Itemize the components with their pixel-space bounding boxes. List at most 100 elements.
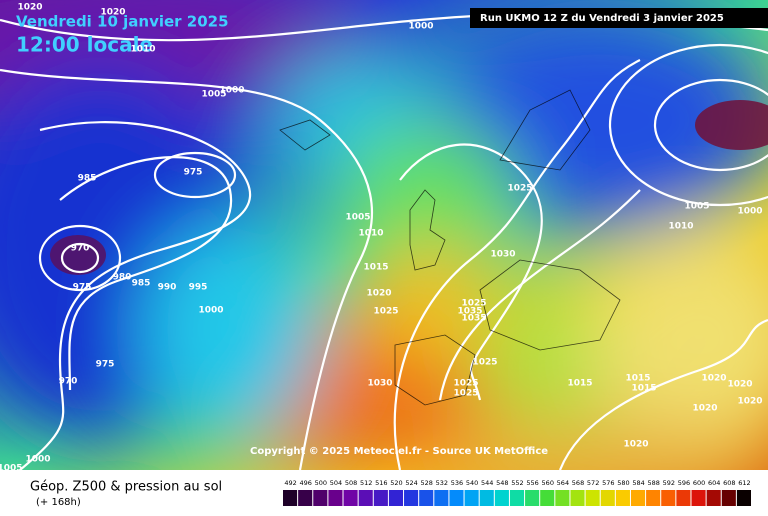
isobar-label: 975	[184, 168, 203, 178]
scale-label: 608	[723, 479, 735, 487]
isobar-label: 1025	[453, 389, 478, 399]
scale-swatch	[661, 490, 676, 506]
scale-label: 592	[663, 479, 675, 487]
isobar-label: 1020	[100, 8, 125, 18]
scale-label: 496	[299, 479, 311, 487]
scale-label: 568	[572, 479, 584, 487]
isobar-label: 970	[59, 377, 78, 387]
run-info: Run UKMO 12 Z du Vendredi 3 janvier 2025	[480, 13, 724, 24]
isobar-label: 1030	[367, 379, 392, 389]
isobar-label: 1000	[408, 22, 433, 32]
isobar-label: 1010	[668, 222, 693, 232]
isobar-label: 985	[78, 174, 97, 184]
scale-label: 584	[632, 479, 644, 487]
scale-label: 604	[708, 479, 720, 487]
isobar-label: 1020	[366, 289, 391, 299]
scale-swatch	[525, 490, 540, 506]
scale-label: 544	[481, 479, 493, 487]
isobar-label: 1025	[507, 184, 532, 194]
scale-swatch	[449, 490, 464, 506]
scale-label: 564	[557, 479, 569, 487]
isobar-label: 1010	[358, 229, 383, 239]
isobar-label: 975	[73, 283, 92, 293]
scale-label: 588	[647, 479, 659, 487]
scale-swatch	[343, 490, 358, 506]
isobar-label: 1020	[623, 440, 648, 450]
scale-swatch	[509, 490, 525, 506]
isobar-label: 1005	[345, 213, 370, 223]
scale-label: 572	[587, 479, 599, 487]
isobar-label: 975	[96, 360, 115, 370]
scale-label: 552	[511, 479, 523, 487]
scale-label: 516	[375, 479, 387, 487]
coastlines	[279, 89, 621, 406]
scale-swatch	[419, 490, 434, 506]
isobar-label: 1015	[625, 374, 650, 384]
isobar-label: 1020	[701, 374, 726, 384]
scale-swatch	[479, 490, 494, 506]
scale-swatch	[676, 490, 691, 506]
color-scale: 492 496 500 504 508 512 516 520 524 528 532 536 540 5…	[283, 479, 751, 506]
isobar-label: 1025	[461, 299, 486, 309]
scale-label: 548	[496, 479, 508, 487]
scale-swatch	[328, 490, 343, 506]
isobar-label: 985	[132, 279, 151, 289]
scale-label: 540	[466, 479, 478, 487]
isobar-label: 1005	[201, 90, 226, 100]
isobar-label: 1015	[631, 384, 656, 394]
scale-swatch	[388, 490, 404, 506]
scale-label: 556	[526, 479, 538, 487]
isobar-label: 1010	[130, 45, 155, 55]
scale-swatch	[555, 490, 570, 506]
forecast-time: 12:00 locale	[16, 33, 153, 57]
scale-swatch	[298, 490, 313, 506]
scale-label: 600	[693, 479, 705, 487]
scale-swatch	[570, 490, 585, 506]
scale-swatch	[283, 490, 298, 506]
scale-swatch	[630, 490, 646, 506]
scale-swatch	[373, 490, 388, 506]
isobar-label: 970	[71, 244, 90, 254]
scale-label: 536	[451, 479, 463, 487]
isobar-label: 1025	[453, 379, 478, 389]
scale-label: 612	[738, 479, 750, 487]
isobar-label: 1035	[457, 307, 482, 317]
run-box	[470, 8, 768, 28]
isobar-label: 1025	[472, 358, 497, 368]
scale-label: 560	[542, 479, 554, 487]
scale-swatch	[600, 490, 615, 506]
scale-swatch	[736, 490, 751, 506]
scale-label: 492	[284, 479, 296, 487]
isobar-label: 1035	[461, 314, 486, 324]
isobar-label: 1000	[25, 455, 50, 465]
isobar-label: 1030	[490, 250, 515, 260]
scale-swatch	[585, 490, 600, 506]
legend-title: Géop. Z500 & pression au sol	[30, 480, 222, 495]
scale-swatch	[706, 490, 721, 506]
isobar-label: 1020	[737, 397, 762, 407]
scale-swatch	[691, 490, 706, 506]
scale-label: 596	[678, 479, 690, 487]
scale-swatch	[646, 490, 661, 506]
scale-swatch	[358, 490, 373, 506]
scale-swatch	[404, 490, 419, 506]
scale-label: 508	[345, 479, 357, 487]
scale-label: 528	[421, 479, 433, 487]
map-field	[0, 0, 768, 470]
isobar-label: 1000	[219, 86, 244, 96]
scale-label: 512	[360, 479, 372, 487]
scale-swatch	[464, 490, 479, 506]
copyright: Copyright © 2025 Meteociel.fr - Source U…	[250, 446, 548, 457]
isobar-label: 1020	[17, 3, 42, 13]
scale-label: 580	[617, 479, 629, 487]
scale-label: 532	[436, 479, 448, 487]
isobar-label: 1025	[373, 307, 398, 317]
isobar-label: 980	[113, 273, 132, 283]
isobar-label: 995	[189, 283, 208, 293]
isobar-label: 1005	[684, 202, 709, 212]
isobar-label: 1005	[0, 464, 23, 474]
scale-label: 524	[405, 479, 417, 487]
forecast-date: Vendredi 10 janvier 2025	[16, 13, 229, 31]
isobar-label: 990	[158, 283, 177, 293]
